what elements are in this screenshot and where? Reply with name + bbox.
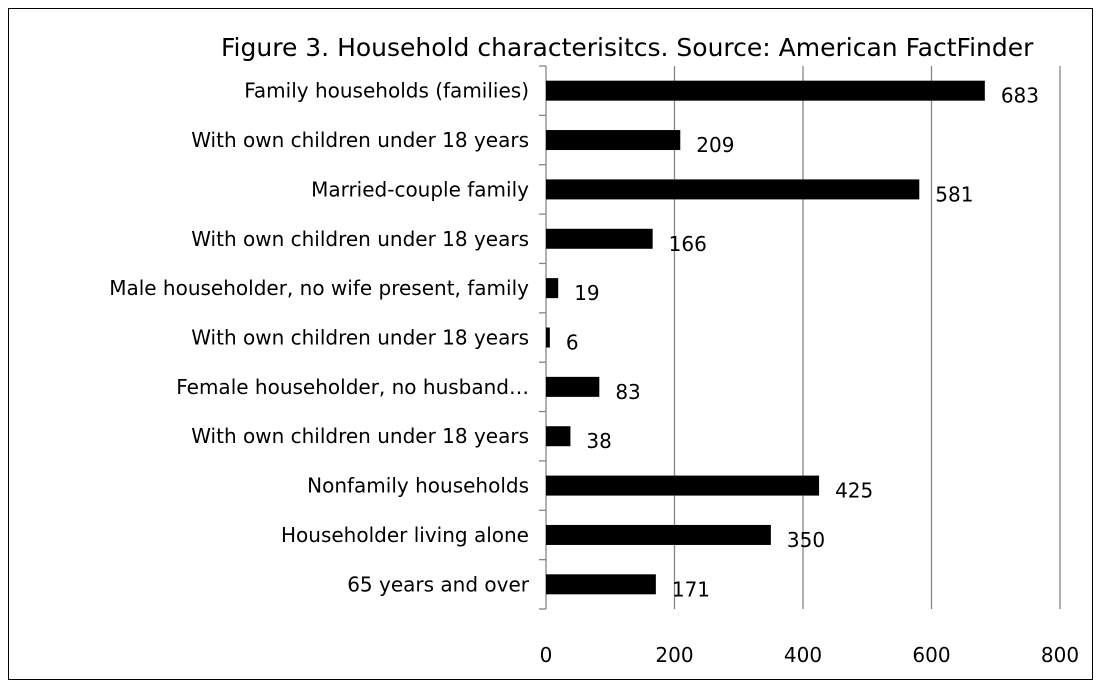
category-label: Family households (families) (244, 79, 529, 103)
bar (546, 179, 920, 200)
chart-frame: Figure 3. Household characterisitcs. Sou… (8, 8, 1093, 680)
data-label: 350 (787, 528, 825, 552)
data-label: 166 (669, 232, 707, 256)
category-label: With own children under 18 years (191, 128, 529, 152)
bar (546, 80, 985, 101)
household-bar-chart: Figure 3. Household characterisitcs. Sou… (109, 33, 1079, 667)
bar (546, 376, 600, 397)
bar (546, 228, 653, 249)
category-label: Female householder, no husband… (176, 375, 529, 399)
axes (539, 65, 547, 610)
bar (546, 327, 550, 348)
data-label: 425 (835, 479, 873, 503)
category-label: With own children under 18 years (191, 424, 529, 448)
bar (546, 426, 571, 447)
x-tick-label: 400 (784, 643, 822, 667)
category-labels: Family households (families) With own chi… (109, 79, 530, 597)
bar (546, 278, 559, 299)
bar (546, 475, 820, 496)
x-tick-label: 200 (655, 643, 693, 667)
category-label: Nonfamily households (307, 474, 529, 498)
data-label: 209 (696, 133, 734, 157)
data-label: 38 (586, 429, 611, 453)
x-tick-labels: 0 200 400 600 800 (540, 643, 1079, 667)
category-label: Male householder, no wife present, famil… (109, 276, 529, 300)
chart-title: Figure 3. Household characterisitcs. Sou… (221, 33, 1034, 62)
data-label: 581 (935, 182, 973, 206)
category-label: 65 years and over (347, 572, 530, 596)
data-label: 83 (615, 380, 640, 404)
x-tick-label: 0 (540, 643, 553, 667)
bar (546, 574, 656, 595)
category-label: Married-couple family (311, 177, 529, 201)
category-label: With own children under 18 years (191, 326, 529, 350)
bars (546, 80, 985, 595)
data-label: 6 (566, 331, 579, 355)
bar (546, 524, 771, 545)
gridlines (673, 66, 1061, 609)
x-tick-label: 600 (912, 643, 950, 667)
category-label: Householder living alone (281, 523, 529, 547)
bar (546, 130, 681, 151)
category-label: With own children under 18 years (191, 227, 529, 251)
data-label: 683 (1001, 84, 1039, 108)
data-label: 19 (574, 281, 599, 305)
x-tick-label: 800 (1041, 643, 1079, 667)
data-label: 171 (672, 577, 710, 601)
